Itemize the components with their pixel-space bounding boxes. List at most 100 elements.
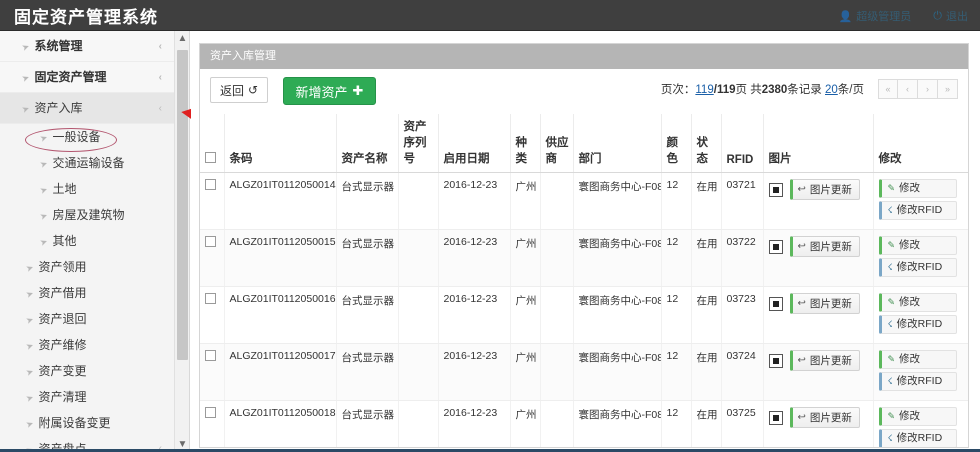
image-update-button[interactable]: ↩ 图片更新 bbox=[789, 407, 860, 428]
row-checkbox-cell[interactable] bbox=[200, 400, 225, 447]
table-row[interactable]: ALGZ01IT0112050014 台式显示器 2016-12-23 广州 寰图商务中… bbox=[200, 172, 968, 230]
table-row[interactable]: ALGZ01IT0112050017 台式显示器 2016-12-23 广州 寰图商务中… bbox=[200, 343, 968, 401]
broken-image-icon[interactable] bbox=[768, 182, 783, 197]
edit-rfid-button[interactable]: ☇ 修改RFID bbox=[878, 258, 957, 277]
asset-table-scroll[interactable]: 条码 资产名称 资产序列号 启用日期 种类 供应商 部门 颜色 状态 RFID … bbox=[200, 114, 968, 447]
edit-rfid-button[interactable]: ☇ 修改RFID bbox=[878, 201, 957, 220]
sidebar-item-3[interactable]: ➤ 一般设备 bbox=[0, 124, 174, 150]
sidebar-item-8[interactable]: ➤ 资产领用 bbox=[0, 254, 174, 280]
main-content: 资产入库管理 返回 ↺ 新增资产 ✚ 页次：119/119页 共2380条记录 … bbox=[191, 31, 980, 452]
checkbox-unchecked-icon[interactable] bbox=[205, 407, 216, 418]
sidebar-item-13[interactable]: ➤ 资产清理 bbox=[0, 384, 174, 410]
row-checkbox-cell[interactable] bbox=[200, 229, 225, 287]
nav-arrow-icon: ➤ bbox=[20, 103, 31, 116]
sidebar-item-label: 交通运输设备 bbox=[52, 156, 125, 170]
pagination-button-2[interactable]: › bbox=[918, 79, 938, 99]
pencil-icon: ✎ bbox=[887, 240, 896, 250]
checkbox-unchecked-icon[interactable] bbox=[205, 152, 216, 163]
edit-rfid-button[interactable]: ☇ 修改RFID bbox=[878, 315, 957, 334]
chevron-left-icon: ‹ bbox=[158, 103, 162, 114]
cell-status: 在用 bbox=[691, 286, 722, 344]
current-user[interactable]: 👤 超级管理员 bbox=[839, 8, 912, 24]
image-update-button[interactable]: ↩ 图片更新 bbox=[789, 293, 860, 314]
sidebar-item-4[interactable]: ➤ 交通运输设备 bbox=[0, 150, 174, 176]
pagination-records-unit: 条记录 bbox=[787, 84, 822, 96]
image-update-button[interactable]: ↩ 图片更新 bbox=[789, 350, 860, 371]
cell-actions: ✎ 修改 ☇ 修改RFID bbox=[873, 286, 968, 344]
checkbox-unchecked-icon[interactable] bbox=[205, 293, 216, 304]
pagination-current-page[interactable]: 119 bbox=[695, 84, 714, 96]
pagination-button-3[interactable]: » bbox=[938, 79, 958, 99]
broken-image-icon[interactable] bbox=[768, 296, 783, 311]
sidebar-item-15[interactable]: ➤ 资产盘点 ‹ bbox=[0, 436, 174, 452]
pagination-button-1[interactable]: ‹ bbox=[898, 79, 918, 99]
edit-button[interactable]: ✎ 修改 bbox=[878, 350, 957, 369]
row-checkbox-cell[interactable] bbox=[200, 343, 225, 401]
back-button[interactable]: 返回 ↺ bbox=[210, 77, 269, 103]
nav-arrow-icon: ➤ bbox=[38, 210, 50, 222]
table-row[interactable]: ALGZ01IT0112050016 台式显示器 2016-12-23 广州 寰图商务中… bbox=[200, 286, 968, 344]
edit-button[interactable]: ✎ 修改 bbox=[878, 179, 957, 198]
cell-status: 在用 bbox=[691, 172, 722, 230]
col-supplier: 供应商 bbox=[540, 114, 574, 173]
cell-barcode: ALGZ01IT0112050014 bbox=[224, 172, 337, 230]
cell-image: ↩ 图片更新 bbox=[763, 400, 874, 447]
edit-button[interactable]: ✎ 修改 bbox=[878, 293, 957, 312]
sidebar-item-12[interactable]: ➤ 资产变更 bbox=[0, 358, 174, 384]
cell-supplier bbox=[540, 286, 574, 344]
page-size-select[interactable]: 20 bbox=[825, 84, 838, 96]
chevron-down-icon[interactable]: ▼ bbox=[175, 437, 189, 452]
checkbox-unchecked-icon[interactable] bbox=[205, 350, 216, 361]
edit-label: 修改 bbox=[899, 410, 921, 423]
broken-image-icon[interactable] bbox=[768, 353, 783, 368]
cell-color: 12 bbox=[661, 343, 692, 401]
pagination-buttons: «‹ ›» bbox=[878, 79, 958, 99]
cell-category: 广州 bbox=[510, 286, 541, 344]
sidebar-item-10[interactable]: ➤ 资产退回 bbox=[0, 306, 174, 332]
sidebar-item-1[interactable]: ➤ 固定资产管理 ‹ bbox=[0, 62, 174, 93]
sidebar-item-label: 资产清理 bbox=[38, 390, 87, 404]
edit-rfid-button[interactable]: ☇ 修改RFID bbox=[878, 429, 957, 447]
row-checkbox-cell[interactable] bbox=[200, 286, 225, 344]
broken-image-icon[interactable] bbox=[768, 410, 783, 425]
sidebar-scrollbar[interactable]: ▲ ▼ bbox=[174, 31, 189, 452]
cell-category: 广州 bbox=[510, 400, 541, 447]
checkbox-unchecked-icon[interactable] bbox=[205, 179, 216, 190]
nav-arrow-icon: ➤ bbox=[20, 72, 31, 85]
edit-rfid-button[interactable]: ☇ 修改RFID bbox=[878, 372, 957, 391]
pencil-icon: ✎ bbox=[887, 297, 896, 307]
sidebar-item-0[interactable]: ➤ 系统管理 ‹ bbox=[0, 31, 174, 62]
pencil-icon: ✎ bbox=[887, 354, 896, 364]
sidebar-item-14[interactable]: ➤ 附属设备变更 bbox=[0, 410, 174, 436]
sidebar-scrollbar-thumb[interactable] bbox=[177, 50, 188, 360]
sidebar-item-7[interactable]: ➤ 其他 bbox=[0, 228, 174, 254]
logout-link[interactable]: ⏻ 退出 bbox=[933, 8, 968, 24]
select-all-cell[interactable] bbox=[200, 114, 225, 173]
edit-rfid-label: 修改RFID bbox=[896, 261, 943, 274]
image-update-button[interactable]: ↩ 图片更新 bbox=[789, 236, 860, 257]
broken-image-icon[interactable] bbox=[768, 239, 783, 254]
cell-status: 在用 bbox=[691, 229, 722, 287]
sidebar-item-9[interactable]: ➤ 资产借用 bbox=[0, 280, 174, 306]
pagination-button-0[interactable]: « bbox=[878, 79, 898, 99]
cell-actions: ✎ 修改 ☇ 修改RFID bbox=[873, 343, 968, 401]
chevron-up-icon[interactable]: ▲ bbox=[175, 31, 189, 46]
sidebar-item-6[interactable]: ➤ 房屋及建筑物 bbox=[0, 202, 174, 228]
edit-button[interactable]: ✎ 修改 bbox=[878, 236, 957, 255]
table-row[interactable]: ALGZ01IT0112050015 台式显示器 2016-12-23 广州 寰图商务中… bbox=[200, 229, 968, 287]
cell-barcode: ALGZ01IT0112050017 bbox=[224, 343, 337, 401]
signal-icon: ☇ bbox=[887, 205, 893, 215]
sidebar-item-11[interactable]: ➤ 资产维修 bbox=[0, 332, 174, 358]
sidebar-item-5[interactable]: ➤ 土地 bbox=[0, 176, 174, 202]
table-row[interactable]: ALGZ01IT0112050018 台式显示器 2016-12-23 广州 寰图商务中… bbox=[200, 400, 968, 447]
edit-label: 修改 bbox=[899, 353, 921, 366]
edit-button[interactable]: ✎ 修改 bbox=[878, 407, 957, 426]
checkbox-unchecked-icon[interactable] bbox=[205, 236, 216, 247]
row-checkbox-cell[interactable] bbox=[200, 172, 225, 230]
pagination-total-pages: 119 bbox=[716, 84, 736, 96]
pagination-total-records: 2380 bbox=[761, 84, 788, 96]
image-update-button[interactable]: ↩ 图片更新 bbox=[789, 179, 860, 200]
add-asset-button[interactable]: 新增资产 ✚ bbox=[282, 77, 377, 105]
sidebar-item-2[interactable]: ➤ 资产入库 ‹ bbox=[0, 93, 174, 124]
